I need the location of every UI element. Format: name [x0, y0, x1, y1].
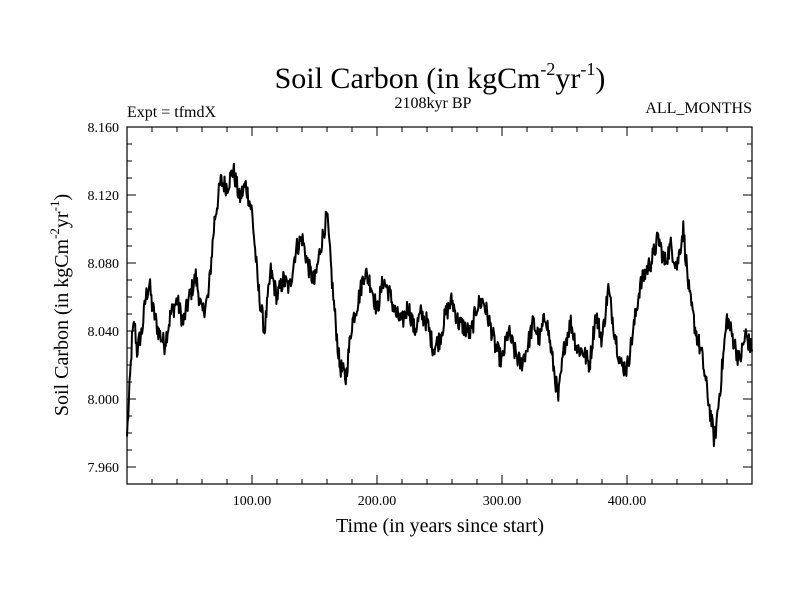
y-axis-label-end: ) [51, 194, 73, 201]
series-line-soil-carbon [126, 162, 753, 448]
subtitle-label: 2108kyr BP [395, 95, 472, 112]
x-tick-label: 400.00 [608, 494, 647, 509]
x-tick-labels: 100.00 200.00 300.00 400.00 [233, 494, 647, 509]
y-tick-label: 8.040 [88, 325, 120, 340]
chart-title-mid: yr [555, 62, 580, 95]
y-axis-label-mid: yr [51, 211, 73, 228]
chart-title: Soil Carbon (in kgCm-2yr-1) [275, 59, 606, 95]
y-tick-label: 8.080 [88, 257, 120, 272]
x-axis-label: Time (in years since start) [336, 515, 544, 537]
x-tick-label: 300.00 [483, 494, 522, 509]
chart-title-exp2: -1 [580, 59, 595, 79]
y-axis-label: Soil Carbon (in kgCm-2yr-1) [47, 194, 73, 416]
y-tick-label: 7.960 [88, 461, 120, 476]
plot-frame [126, 126, 753, 485]
experiment-label: Expt = tfmdX [127, 104, 216, 121]
chart-title-end: ) [595, 62, 605, 95]
chart-title-exp1: -2 [540, 59, 555, 79]
y-axis-label-text: Soil Carbon (in kgCm [51, 238, 73, 416]
x-tick-label: 200.00 [358, 494, 397, 509]
y-tick-label: 8.160 [88, 121, 120, 136]
y-tick-label: 8.120 [88, 189, 120, 204]
x-tick-label: 100.00 [233, 494, 272, 509]
chart-title-text: Soil Carbon (in kgCm [275, 62, 541, 95]
y-axis-label-exp1: -2 [47, 228, 62, 239]
y-axis-label-exp2: -1 [47, 201, 62, 212]
axis-ticks [127, 126, 752, 485]
y-tick-label: 8.000 [88, 393, 120, 408]
period-label: ALL_MONTHS [645, 100, 752, 117]
y-tick-labels: 7.960 8.000 8.040 8.080 8.120 8.160 [88, 121, 120, 476]
